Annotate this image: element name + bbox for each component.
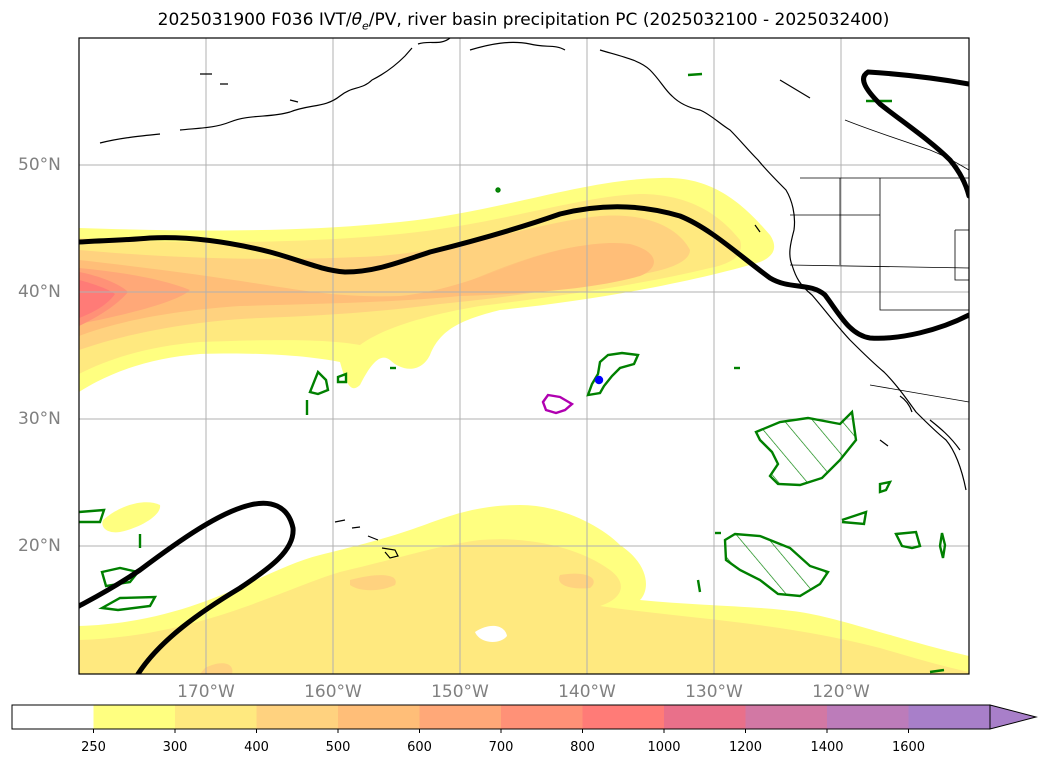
colorbar-tick-label: 1200 [728, 740, 763, 755]
colorbar-segment [664, 705, 746, 729]
title-suffix: /PV, river basin precipitation PC (20250… [368, 10, 890, 30]
lat-label-20n: 20°N [18, 536, 61, 556]
lon-label-160w: 160°W [304, 682, 362, 702]
colorbar-segment [582, 705, 665, 729]
lon-label-140w: 140°W [558, 682, 616, 702]
colorbar-tick-label: 1400 [810, 740, 844, 755]
coastlines [99, 38, 967, 559]
ivt-shading-north [79, 177, 775, 392]
lon-label-150w: 150°W [431, 682, 489, 702]
colorbar-tick-label: 500 [325, 740, 351, 755]
colorbar-tick-label: 600 [407, 740, 432, 755]
map-title: 2025031900 F036 IVT/θe/PV, river basin p… [0, 10, 1047, 32]
ivt-shading-south [79, 502, 969, 674]
colorbar [11, 704, 1038, 733]
colorbar-segment [908, 705, 991, 729]
title-theta-sub: e [362, 19, 369, 33]
title-theta: θ [351, 10, 362, 30]
colorbar-segment [12, 705, 94, 729]
colorbar-segment [93, 705, 176, 729]
colorbar-tick-label: 300 [162, 740, 188, 755]
lon-label-130w: 130°W [685, 682, 743, 702]
lat-label-50n: 50°N [18, 155, 61, 175]
lat-label-40n: 40°N [18, 282, 61, 302]
colorbar-tick-label: 1600 [891, 740, 926, 755]
colorbar-segment [745, 705, 828, 729]
colorbar-segment [419, 705, 502, 729]
political-borders [789, 119, 969, 403]
colorbar-tick-label: 400 [244, 740, 269, 755]
colorbar-tick-label: 250 [81, 740, 106, 755]
colorbar-extend-arrow [989, 704, 1038, 730]
colorbar-segment [256, 705, 339, 729]
lon-label-170w: 170°W [177, 682, 235, 702]
lon-label-120w: 120°W [812, 682, 870, 702]
map-frame [78, 37, 970, 675]
colorbar-segment [501, 705, 583, 729]
colorbar-segment [175, 705, 257, 729]
pv-contours [79, 72, 947, 674]
graticule [79, 38, 969, 674]
theta-e-contours [79, 69, 969, 674]
colorbar-tick-label: 800 [570, 740, 595, 755]
colorbar-tick-label: 700 [488, 740, 514, 755]
colorbar-segment [338, 705, 420, 729]
colorbar-segment [827, 705, 909, 729]
title-prefix: 2025031900 F036 IVT/ [157, 10, 352, 30]
map-content [79, 38, 969, 674]
lat-label-30n: 30°N [18, 409, 61, 429]
colorbar-tick-label: 1000 [647, 740, 681, 755]
